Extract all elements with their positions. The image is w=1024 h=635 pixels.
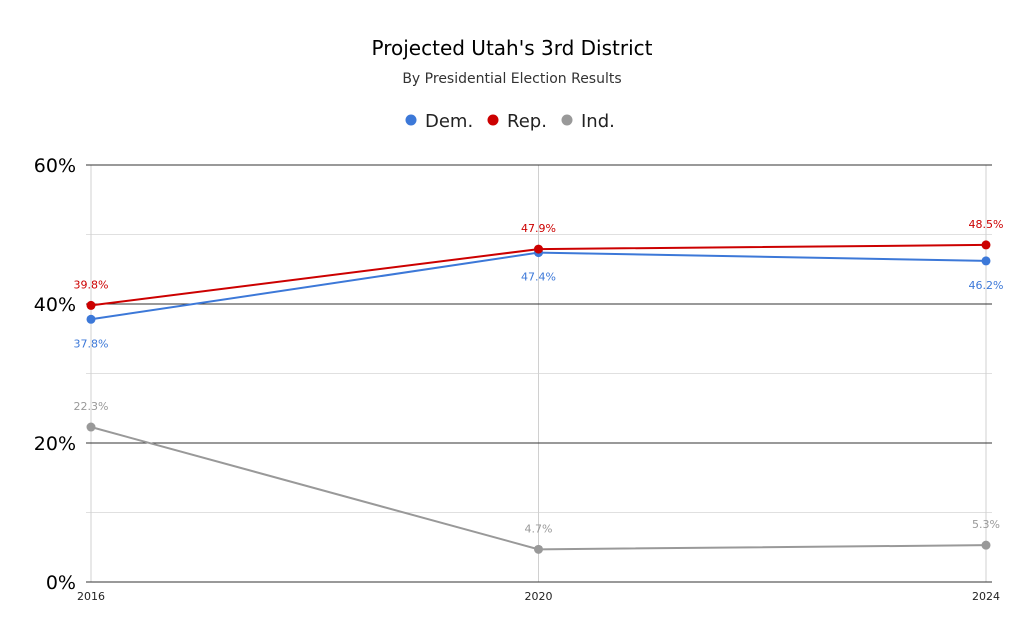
y-tick-label: 0% — [46, 572, 76, 594]
data-label: 47.4% — [521, 271, 556, 284]
chart-title: Projected Utah's 3rd District — [372, 36, 653, 60]
x-tick-label: 2020 — [525, 590, 553, 603]
data-point — [86, 300, 96, 310]
x-tick-label: 2016 — [77, 590, 105, 603]
data-label: 22.3% — [74, 400, 109, 413]
data-point — [86, 314, 96, 324]
y-tick-label: 40% — [34, 294, 76, 316]
legend-marker — [405, 114, 417, 126]
data-label: 39.8% — [74, 278, 109, 291]
data-point — [86, 422, 96, 432]
data-label: 46.2% — [969, 279, 1004, 292]
chart-subtitle: By Presidential Election Results — [402, 71, 621, 87]
legend-label: Dem. — [425, 111, 473, 132]
legend: Dem. Rep. Ind. — [405, 111, 615, 132]
data-label: 37.8% — [74, 337, 109, 350]
data-point — [534, 544, 543, 554]
data-point — [981, 540, 991, 550]
data-point — [534, 244, 543, 254]
legend-label: Ind. — [581, 111, 615, 132]
legend-label: Rep. — [507, 111, 547, 132]
data-label: 5.3% — [972, 518, 1000, 531]
x-tick-label: 2024 — [972, 590, 1000, 603]
data-label: 48.5% — [969, 218, 1004, 231]
legend-marker — [487, 114, 499, 126]
y-tick-label: 60% — [34, 155, 76, 177]
y-tick-label: 20% — [34, 433, 76, 455]
data-point — [981, 256, 991, 266]
data-point — [981, 240, 991, 250]
data-label: 4.7% — [525, 522, 553, 535]
grid: 2016 2020 2024 0% 20% 40% 60% — [34, 155, 1000, 603]
data-label: 47.9% — [521, 222, 556, 235]
legend-marker — [561, 114, 573, 126]
series-group: 37.8% 47.4% 46.2% 39.8% 47.9% 48.5% 22.3% 4.7% 5… — [74, 218, 1004, 554]
